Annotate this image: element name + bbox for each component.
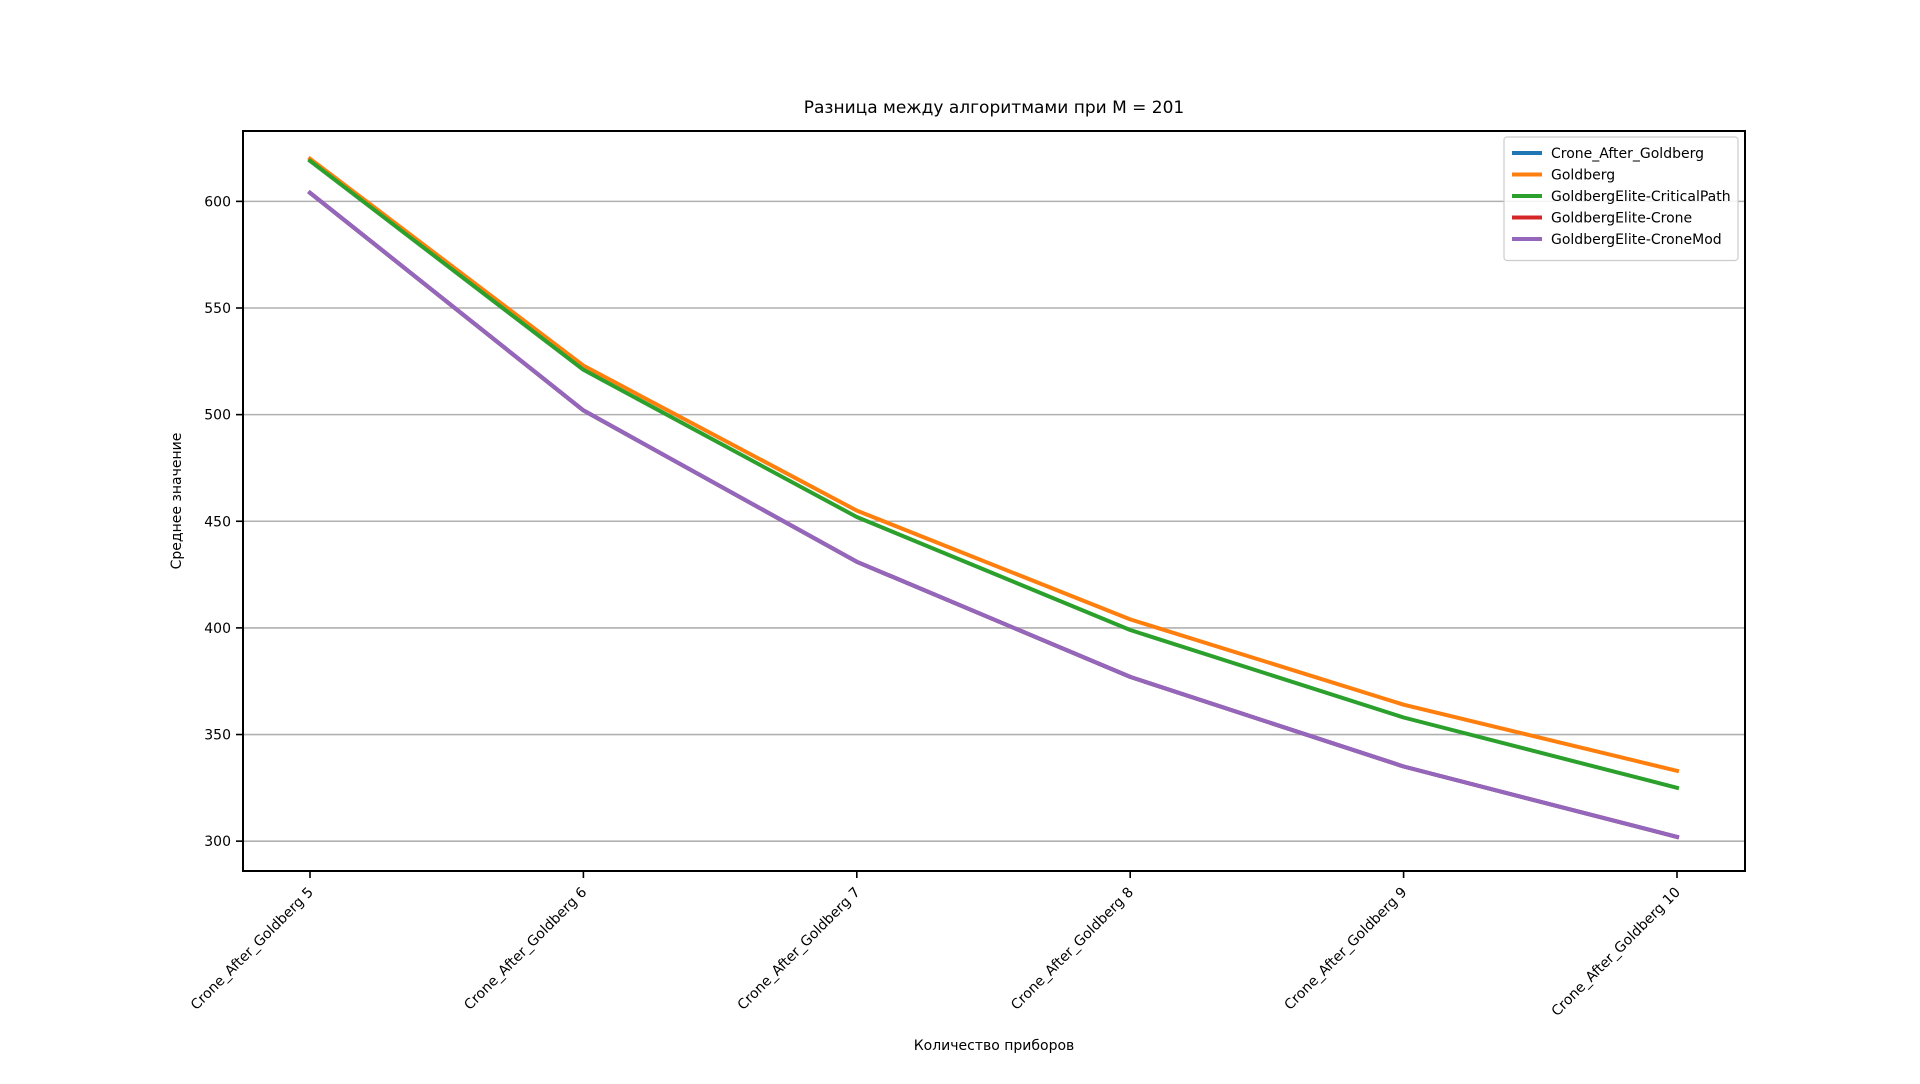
y-tick-label: 450 [204,514,231,530]
plot-frame [242,130,1746,872]
y-axis-label: Среднее значение [169,433,185,570]
y-axis: 300 350 400 450 500 550 600 [204,194,243,850]
y-tick-label: 500 [204,408,231,424]
chart-title: Разница между алгоритмами при M = 201 [804,98,1184,118]
x-tick-label: Crone_After_Goldberg 10 [1549,885,1684,1020]
legend-box [1503,136,1739,262]
legend: Crone_After_Goldberg Goldberg GoldbergElit… [1503,136,1739,262]
x-tick-label: Crone_After_Goldberg 7 [735,885,864,1014]
legend-label: Goldberg [1551,168,1615,184]
series-line-3 [307,189,1680,840]
y-tick-label: 400 [204,621,231,637]
series-line-0 [307,189,1680,840]
x-tick-label: Crone_After_Goldberg 6 [461,884,590,1013]
legend-label: Crone_After_Goldberg [1551,146,1704,162]
x-axis: Crone_After_Goldberg 5 Crone_After_Goldbe… [188,871,1684,1020]
y-tick-label: 600 [204,194,231,210]
grid-lines [243,200,1745,842]
y-tick-label: 300 [204,834,231,850]
y-tick-label: 550 [204,301,231,317]
x-axis-label: Количество приборов [914,1038,1075,1054]
x-tick-label: Crone_After_Goldberg 9 [1281,885,1410,1014]
legend-label: GoldbergElite-CriticalPath [1551,189,1731,205]
series-line-2 [307,158,1680,791]
series-lines [307,155,1680,840]
series-line-1 [307,155,1680,774]
series-line-4 [307,189,1680,840]
legend-label: GoldbergElite-Crone [1551,211,1692,227]
legend-label: GoldbergElite-CroneMod [1551,232,1722,248]
y-tick-label: 350 [204,728,231,744]
x-tick-label: Crone_After_Goldberg 5 [188,885,317,1014]
x-tick-label: Crone_After_Goldberg 8 [1008,885,1137,1014]
